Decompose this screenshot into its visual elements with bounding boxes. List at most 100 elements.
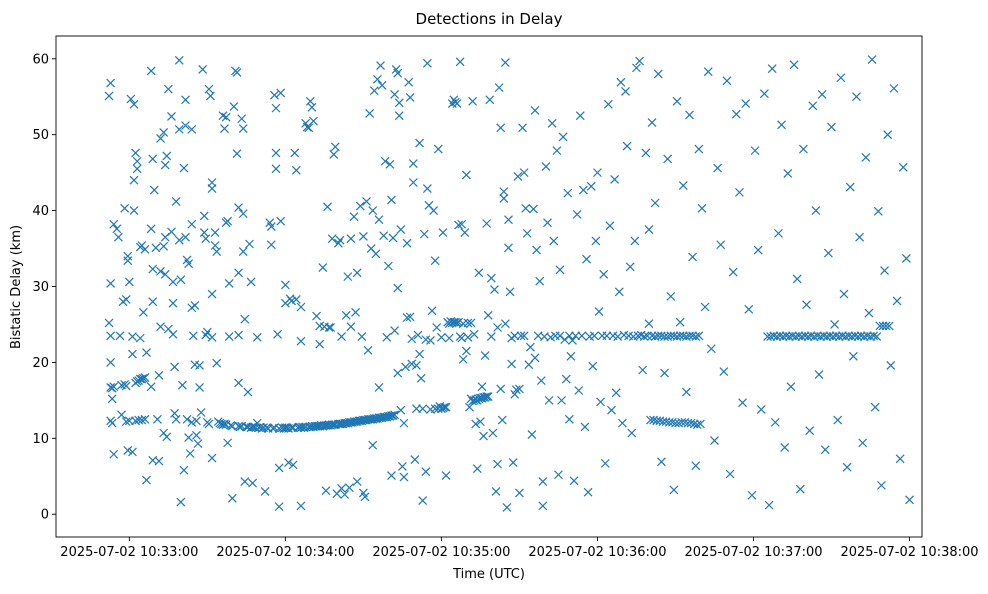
data-point [174,55,184,65]
y-tick-label: 30 [32,280,49,295]
data-point [393,368,403,378]
data-point [427,306,437,316]
data-point [418,404,428,414]
data-point [394,98,404,108]
data-point [426,335,435,345]
plot-frame [55,35,923,538]
data-point [410,455,420,464]
data-point [641,148,651,158]
data-point [454,220,463,230]
data-point [436,332,446,342]
data-point [817,90,827,99]
data-point [184,259,194,269]
data-point [168,298,178,308]
data-point [583,487,593,497]
data-point [455,57,465,67]
data-point [377,80,387,90]
data-point [744,304,754,314]
x-tick-label: 2025-07-02 10:36:00 [528,545,666,560]
data-point [678,181,688,190]
data-point [140,414,150,424]
data-point [716,240,726,250]
data-point [351,307,361,317]
data-point [457,219,467,229]
data-point [530,353,540,363]
data-point [132,164,142,174]
data-point [104,91,114,101]
data-point [340,490,350,499]
data-point [390,326,400,335]
data-point [274,463,284,473]
data-point [599,269,609,279]
data-point [422,58,432,68]
x-tick-label: 2025-07-02 10:35:00 [372,545,510,560]
data-point [185,449,195,458]
data-point [156,322,165,332]
data-point [823,248,833,258]
data-point [529,204,538,214]
data-point [594,307,604,316]
data-point [399,472,409,482]
data-point [418,496,428,505]
data-point [816,332,826,342]
data-point [412,361,421,370]
data-point [558,132,568,142]
data-point [568,335,577,345]
data-point [625,262,635,272]
data-point [117,410,126,420]
data-point [407,334,417,344]
data-point [892,296,902,306]
data-point [497,415,507,425]
data-point [500,58,510,67]
data-point [719,367,729,376]
data-point [580,422,590,432]
data-point [160,160,170,170]
data-point [270,90,279,100]
data-point [387,471,396,480]
data-point [507,359,517,369]
data-point [171,414,181,424]
data-point [463,318,473,328]
data-point [795,484,805,494]
data-point [238,247,248,257]
data-point [465,402,474,412]
data-point [167,227,176,237]
data-point [571,331,581,341]
data-point [504,243,513,253]
data-point [430,404,440,414]
data-point [852,92,861,102]
data-point [518,123,527,133]
data-point [650,198,660,208]
data-point [234,378,243,388]
data-point [781,331,791,341]
data-point [106,279,116,288]
data-point [672,96,682,106]
data-point [390,90,400,99]
data-point [146,224,156,234]
data-point [210,228,220,238]
data-point [689,419,699,429]
data-point [710,436,719,446]
data-point [402,238,412,248]
data-point [696,419,705,429]
data-point [491,487,501,496]
data-point [728,267,738,277]
data-point [198,64,208,74]
data-point [822,332,832,342]
data-point [454,317,463,327]
data-point [376,61,385,71]
data-point [666,291,676,301]
data-point [510,331,520,341]
data-point [502,502,512,512]
data-point [419,229,429,239]
data-point [187,124,197,134]
x-tick-label: 2025-07-02 10:37:00 [684,545,822,560]
data-point [296,336,306,346]
data-point [181,121,190,130]
data-point [362,197,371,206]
data-point [480,351,490,361]
data-point [407,359,417,369]
data-point [870,402,880,412]
data-point [388,233,398,243]
